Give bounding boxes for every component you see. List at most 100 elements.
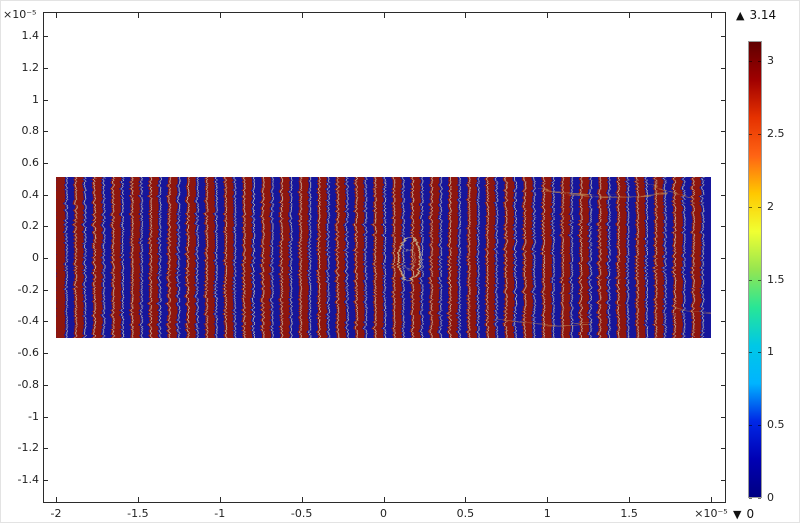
y-tick-mark — [44, 99, 48, 101]
y-tick-mark — [44, 131, 48, 133]
colorbar-tick-mark — [758, 425, 761, 427]
y-tick-mark — [721, 479, 725, 481]
colorbar-tick-label: 0.5 — [767, 418, 785, 432]
x-tick-mark — [465, 13, 467, 18]
x-tick-mark — [383, 497, 385, 502]
colorbar-tick-mark — [749, 498, 752, 499]
phase-fringes — [56, 177, 711, 338]
colorbar-tick-mark — [758, 498, 761, 499]
y-tick-mark — [721, 99, 725, 101]
y-tick-mark — [44, 194, 48, 196]
x-tick-label: -1.5 — [127, 507, 149, 520]
y-tick-label: 1.4 — [21, 29, 40, 43]
y-axis-scale-label: ×10⁻⁵ — [3, 8, 37, 21]
colorbar-min-readout: ▼ 0 — [733, 507, 754, 521]
y-tick-mark — [44, 416, 48, 418]
y-tick-mark — [44, 289, 48, 291]
surface-plot[interactable] — [56, 177, 711, 338]
y-tick-mark — [721, 162, 725, 164]
y-tick-mark — [721, 194, 725, 196]
y-tick-mark — [44, 67, 48, 69]
x-tick-label: -1 — [214, 507, 226, 520]
y-tick-mark — [44, 384, 48, 386]
x-tick-mark — [629, 13, 631, 18]
y-tick-mark — [721, 258, 725, 259]
y-tick-label: -0.6 — [17, 346, 39, 360]
y-tick-mark — [721, 131, 725, 133]
y-tick-label: 1.2 — [21, 60, 40, 74]
colorbar-tick-label: 2 — [767, 199, 774, 213]
x-tick-mark — [137, 497, 139, 502]
colorbar-gradient — [748, 41, 762, 498]
x-tick-mark — [219, 13, 221, 18]
colorbar-tick-mark — [758, 279, 761, 281]
colorbar-tick-mark — [758, 134, 761, 136]
x-tick-label: -2 — [50, 507, 62, 520]
y-tick-label: -0.2 — [17, 282, 39, 296]
x-tick-mark — [56, 497, 57, 502]
y-tick-label: 0.2 — [21, 219, 40, 233]
x-tick-mark — [383, 13, 385, 18]
colorbar-tick-label: 0 — [767, 491, 774, 504]
x-tick-mark — [711, 497, 712, 502]
y-tick-mark — [44, 36, 48, 38]
colorbar-tick-label: 2.5 — [767, 127, 785, 141]
y-tick-mark — [721, 416, 725, 418]
y-tick-label: 0 — [32, 251, 39, 264]
colorbar-max-readout: ▲ 3.14 — [736, 8, 776, 22]
colorbar-tick-label: 1 — [767, 345, 774, 359]
y-tick-label: -0.4 — [17, 314, 39, 328]
x-tick-label: 0.5 — [456, 507, 475, 520]
x-tick-mark — [711, 13, 712, 18]
x-tick-label: -0.5 — [290, 507, 313, 520]
y-tick-mark — [44, 162, 48, 164]
x-tick-mark — [547, 13, 549, 18]
x-tick-mark — [219, 497, 221, 502]
x-tick-label: 0 — [380, 507, 387, 520]
colorbar-tick-mark — [758, 352, 761, 354]
y-tick-label: 0.6 — [21, 155, 40, 169]
y-tick-label: -1.4 — [17, 472, 39, 486]
colorbar-tick-mark — [749, 279, 752, 281]
colorbar-tick-label: 3 — [767, 54, 774, 68]
y-tick-mark — [721, 67, 725, 69]
colorbar-tick-mark — [749, 61, 752, 63]
y-tick-label: -1 — [28, 409, 39, 423]
colorbar-tick-label: 1.5 — [767, 272, 785, 286]
up-triangle-icon: ▲ — [736, 9, 745, 22]
y-tick-mark — [44, 353, 48, 355]
colorbar-tick-mark — [749, 352, 752, 354]
x-tick-mark — [301, 13, 303, 18]
colorbar-tick-mark — [758, 206, 761, 208]
y-tick-label: -1.2 — [17, 441, 39, 455]
x-tick-mark — [56, 13, 57, 18]
x-tick-mark — [547, 497, 549, 502]
y-tick-label: 1 — [32, 92, 39, 106]
x-tick-mark — [465, 497, 467, 502]
y-tick-mark — [44, 448, 48, 450]
y-tick-label: 0.8 — [21, 124, 40, 138]
colorbar-tick-mark — [749, 425, 752, 427]
colorbar-max-value: 3.14 — [749, 8, 777, 22]
y-tick-mark — [44, 479, 48, 481]
x-tick-mark — [301, 497, 303, 502]
y-tick-label: 0.4 — [21, 187, 40, 201]
x-tick-mark — [137, 13, 139, 18]
y-tick-mark — [721, 353, 725, 355]
x-tick-mark — [629, 497, 631, 502]
x-tick-label: ×10⁻⁵ — [694, 507, 728, 520]
colorbar-min-value: 0 — [746, 507, 755, 521]
y-tick-mark — [721, 289, 725, 291]
down-triangle-icon: ▼ — [733, 508, 742, 521]
y-tick-mark — [721, 384, 725, 386]
x-tick-label: 1 — [543, 507, 551, 520]
y-tick-mark — [44, 226, 48, 228]
y-tick-mark — [721, 448, 725, 450]
y-tick-label: -0.8 — [17, 377, 39, 391]
y-tick-mark — [721, 226, 725, 228]
x-tick-label: 1.5 — [620, 507, 638, 520]
colorbar-tick-mark — [758, 61, 761, 63]
y-tick-mark — [721, 321, 725, 323]
y-tick-mark — [44, 321, 48, 323]
colorbar-tick-mark — [749, 206, 752, 208]
